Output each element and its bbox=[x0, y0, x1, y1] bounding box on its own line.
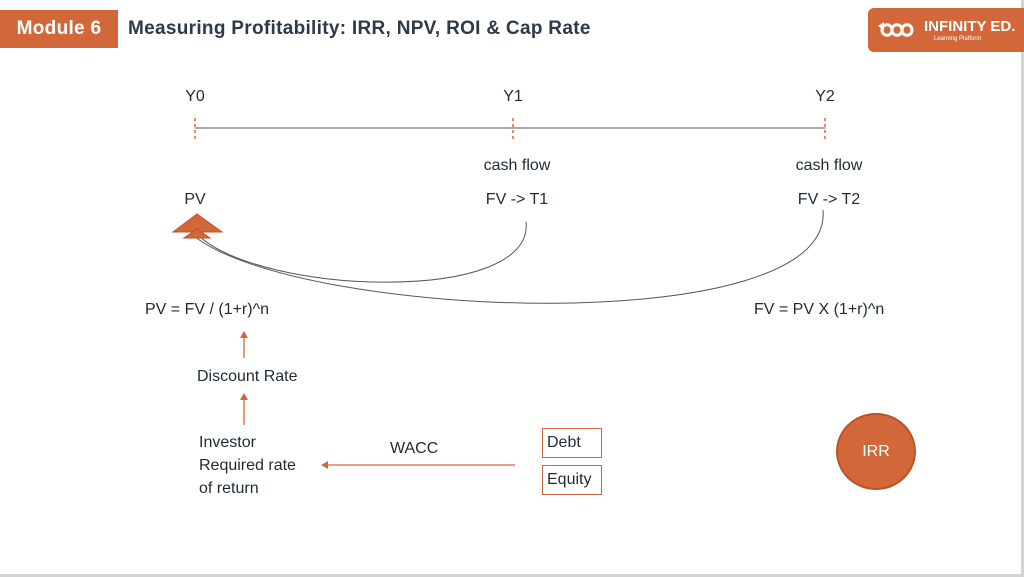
debt-label: Debt bbox=[547, 434, 581, 451]
irr-label: IRR bbox=[862, 442, 890, 460]
discount-arc-t2 bbox=[193, 209, 824, 304]
period-y0: Y0 bbox=[185, 88, 205, 105]
fv-t2-label: FV -> T2 bbox=[797, 191, 861, 208]
investor-line-2: Required rate bbox=[199, 457, 296, 474]
arrow-left-icon bbox=[321, 461, 328, 469]
equity-label: Equity bbox=[547, 471, 592, 488]
equity-box: Equity bbox=[542, 465, 602, 495]
fv-formula: FV = PV X (1+r)^n bbox=[754, 301, 885, 318]
arrow-up-icon-2 bbox=[240, 393, 248, 400]
arrow-up-icon bbox=[240, 331, 248, 338]
period-y1: Y1 bbox=[503, 88, 523, 105]
infinity-logo-icon bbox=[878, 22, 914, 37]
pv-formula: PV = FV / (1+r)^n bbox=[145, 301, 269, 318]
logo-name: INFINITY ED. bbox=[924, 18, 1016, 35]
pv-arrowhead-icon-2 bbox=[182, 228, 212, 239]
discount-rate-label: Discount Rate bbox=[197, 368, 298, 385]
period-y2: Y2 bbox=[815, 88, 835, 105]
fv-t1-label: FV -> T1 bbox=[485, 191, 549, 208]
y2-cash-flow: cash flow bbox=[795, 157, 863, 174]
irr-circle: IRR bbox=[836, 413, 916, 490]
pv-label: PV bbox=[184, 191, 206, 208]
logo-tagline: Learning Platform bbox=[934, 36, 982, 42]
debt-box: Debt bbox=[542, 428, 602, 458]
brand-logo: INFINITY ED. Learning Platform bbox=[868, 8, 1024, 52]
wacc-label: WACC bbox=[390, 440, 439, 457]
slide-title: Measuring Profitability: IRR, NPV, ROI &… bbox=[128, 18, 591, 39]
investor-line-1: Investor bbox=[199, 434, 256, 451]
module-badge: Module 6 bbox=[0, 10, 118, 48]
y1-cash-flow: cash flow bbox=[483, 157, 551, 174]
discount-arc-t1 bbox=[197, 221, 527, 283]
investor-line-3: of return bbox=[199, 480, 259, 497]
